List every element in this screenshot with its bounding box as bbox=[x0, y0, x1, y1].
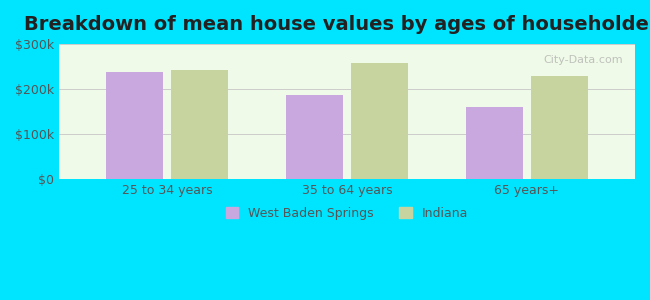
Text: City-Data.com: City-Data.com bbox=[544, 55, 623, 65]
Bar bbox=[170, 70, 228, 179]
Title: Breakdown of mean house values by ages of householders: Breakdown of mean house values by ages o… bbox=[24, 15, 650, 34]
Bar bbox=[350, 63, 408, 179]
Bar bbox=[530, 76, 588, 179]
Legend: West Baden Springs, Indiana: West Baden Springs, Indiana bbox=[221, 202, 473, 225]
Bar bbox=[106, 72, 163, 179]
Bar bbox=[286, 94, 343, 179]
Bar bbox=[466, 107, 523, 179]
